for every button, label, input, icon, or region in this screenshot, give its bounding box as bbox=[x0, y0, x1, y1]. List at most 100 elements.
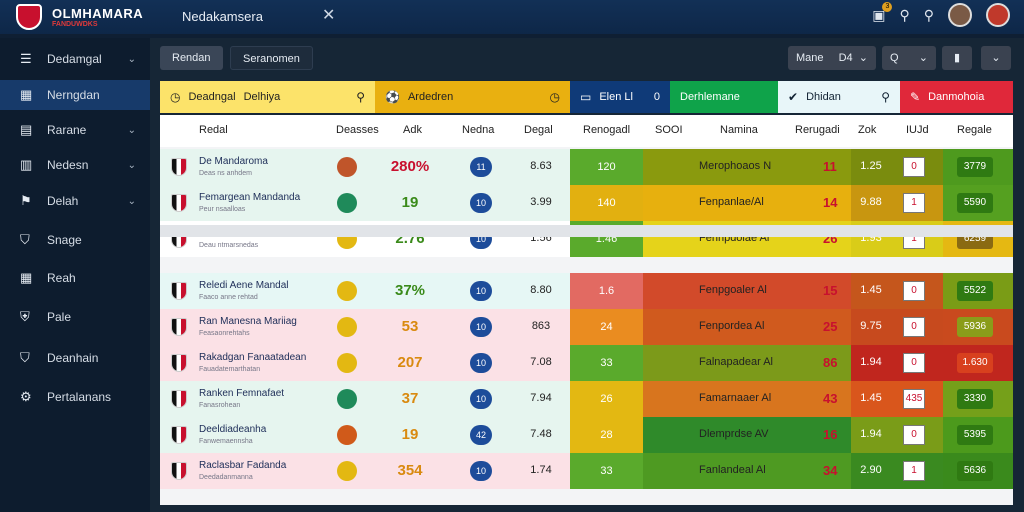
score-box[interactable]: 1 bbox=[903, 193, 925, 213]
total-pill[interactable]: 5590 bbox=[957, 193, 993, 213]
tab-seranomen[interactable]: Seranomen bbox=[230, 46, 313, 70]
rank-pill[interactable]: 10 bbox=[470, 193, 492, 213]
column-header-zok[interactable]: Zok bbox=[858, 124, 877, 136]
score-box[interactable]: 0 bbox=[903, 281, 925, 301]
total-pill[interactable]: 1.630 bbox=[957, 353, 993, 373]
search-icon[interactable]: ⚲ bbox=[899, 6, 910, 23]
team-cell: Rakadgan Fanaatadean Fauadatemarthatan 207… bbox=[160, 345, 570, 381]
table-row[interactable]: Femargean Mandanda Peur nsaalloas 19 10 3.99… bbox=[160, 185, 1013, 221]
sidebar-item-deanhain[interactable]: ⛉ Deanhain bbox=[0, 343, 150, 373]
filter-elen-ll[interactable]: ▭ Elen Ll 0 bbox=[570, 81, 670, 113]
player-number: 11 bbox=[823, 159, 837, 174]
app-logo[interactable]: OLMHAMARA FANDUWDKS bbox=[16, 4, 143, 30]
rank-pill[interactable]: 10 bbox=[470, 317, 492, 337]
filter-label: Deadngal bbox=[188, 91, 236, 103]
sidebar-item-rarane[interactable]: ▤ Rarane ⌄ bbox=[0, 115, 150, 145]
total-pill[interactable]: 3330 bbox=[957, 389, 993, 409]
table-row[interactable]: Ran Manesna Mariiag Feasaonrehtahs 53 10 863… bbox=[160, 309, 1013, 345]
team-name[interactable]: Deeldiadeanha bbox=[199, 424, 267, 435]
mane-select[interactable]: Mane D4 ⌄ bbox=[788, 46, 876, 70]
table-row[interactable]: Reledi Aene Mandal Faaco anne rehtad 37% 10… bbox=[160, 273, 1013, 309]
team-subtitle: Fanasrohean bbox=[199, 402, 241, 409]
rank-pill[interactable]: 42 bbox=[470, 425, 492, 445]
lock-icon[interactable]: ▮ bbox=[942, 46, 972, 70]
flag-icon bbox=[171, 426, 187, 444]
table-icon: ▦ bbox=[20, 270, 33, 285]
filter-danmohoia[interactable]: ✎ Danmohoia bbox=[900, 81, 1013, 113]
score-box[interactable]: 435 bbox=[903, 389, 925, 409]
team-name[interactable]: Raclasbar Fadanda bbox=[199, 460, 287, 471]
sidebar-item-pertalanans[interactable]: ⚙ Pertalanans bbox=[0, 382, 150, 412]
rank-pill[interactable]: 10 bbox=[470, 353, 492, 373]
score-box[interactable]: 0 bbox=[903, 317, 925, 337]
percentage-value: 19 bbox=[401, 194, 419, 211]
stat-value: 9.75 bbox=[860, 320, 882, 332]
rank-pill[interactable]: 10 bbox=[470, 281, 492, 301]
score-box[interactable]: 0 bbox=[903, 425, 925, 445]
total-pill[interactable]: 5522 bbox=[957, 281, 993, 301]
column-header-iujd[interactable]: IUJd bbox=[906, 124, 929, 136]
stat-cell: Famarnaaer Al 43 bbox=[643, 381, 851, 417]
team-name[interactable]: Femargean Mandanda bbox=[199, 192, 301, 203]
avatar[interactable] bbox=[986, 3, 1010, 27]
table-row[interactable]: Deeldiadeanha Fanwemaennsha 19 42 7.48 28 Dlem… bbox=[160, 417, 1013, 453]
score-box[interactable]: 0 bbox=[903, 157, 925, 177]
sidebar-item-snage[interactable]: ⛉ Snage bbox=[0, 225, 150, 255]
player-number: 34 bbox=[823, 463, 838, 478]
group-divider bbox=[160, 225, 1013, 237]
column-header-renogadl[interactable]: Renogadl bbox=[583, 124, 631, 136]
column-header-nedna[interactable]: Nedna bbox=[462, 124, 495, 136]
total-pill[interactable]: 5936 bbox=[957, 317, 993, 337]
column-header-regale[interactable]: Regale bbox=[957, 124, 992, 136]
column-header-deasses[interactable]: Deasses bbox=[336, 124, 379, 136]
filter-derhlemane[interactable]: Derhlemane bbox=[670, 81, 778, 113]
sidebar: ☰ Dedamgal ⌄ ▦ Nerngdan ▤ Rarane ⌄ ▥ Nedesn ⌄ ⚑ Dela… bbox=[0, 38, 150, 512]
score-box[interactable]: 0 bbox=[903, 353, 925, 373]
avatar[interactable] bbox=[948, 3, 972, 27]
chevron-down-icon[interactable]: ⌄ bbox=[981, 46, 1011, 70]
sidebar-item-label: Delah bbox=[47, 194, 79, 208]
sidebar-item-dedamgal[interactable]: ☰ Dedamgal ⌄ bbox=[0, 44, 150, 74]
total-pill[interactable]: 5395 bbox=[957, 425, 993, 445]
column-header-namina[interactable]: Namina bbox=[720, 124, 758, 136]
close-icon[interactable]: ✕ bbox=[322, 7, 336, 24]
notification-icon[interactable]: ▣ 3 bbox=[872, 1, 893, 24]
odds-value: 8.80 bbox=[530, 284, 552, 296]
team-subtitle: Deas ns anhdem bbox=[199, 170, 252, 177]
column-header-redal[interactable]: Redal bbox=[199, 124, 228, 136]
table-row[interactable]: Raclasbar Fadanda Deedadanmanna 354 10 1.74 3… bbox=[160, 453, 1013, 489]
sidebar-item-delah[interactable]: ⚑ Delah ⌄ bbox=[0, 186, 150, 216]
top-bar: OLMHAMARA FANDUWDKS Nedakamsera ✕ ▣ 3 ⚲ ⚲ bbox=[0, 0, 1024, 34]
column-header-rerugadi[interactable]: Rerugadi bbox=[795, 124, 840, 136]
total-pill[interactable]: 5636 bbox=[957, 461, 993, 481]
sidebar-item-reah[interactable]: ▦ Reah bbox=[0, 263, 150, 293]
table-row[interactable]: De Mandaroma Deas ns anhdem 280% 11 8.63 120 M… bbox=[160, 149, 1013, 185]
sidebar-item-nedesn[interactable]: ▥ Nedesn ⌄ bbox=[0, 150, 150, 180]
sidebar-item-pale[interactable]: ⛨ Pale bbox=[0, 302, 150, 332]
team-name[interactable]: Ranken Femnafaet bbox=[199, 388, 285, 399]
player-name: Fanlandeal Al bbox=[699, 464, 766, 476]
team-name[interactable]: De Mandaroma bbox=[199, 156, 268, 167]
filter-dhidan[interactable]: ✔ Dhidan ⚲ bbox=[778, 81, 900, 113]
player-number: 16 bbox=[823, 427, 838, 442]
sidebar-item-nerngdan[interactable]: ▦ Nerngdan bbox=[0, 80, 150, 110]
column-header-sooi[interactable]: SOOI bbox=[655, 124, 683, 136]
team-name[interactable]: Ran Manesna Mariiag bbox=[199, 316, 297, 327]
column-header-adk[interactable]: Adk bbox=[403, 124, 422, 136]
score-box[interactable]: 1 bbox=[903, 461, 925, 481]
rank-pill[interactable]: 10 bbox=[470, 461, 492, 481]
filter-deadngal[interactable]: ◷ Deadngal Delhiya ⚲ bbox=[160, 81, 375, 113]
total-pill[interactable]: 3779 bbox=[957, 157, 993, 177]
team-subtitle: Peur nsaalloas bbox=[199, 206, 246, 213]
filter-ardedren[interactable]: ⚽ Ardedren ◷ bbox=[375, 81, 570, 113]
table-row[interactable]: Ranken Femnafaet Fanasrohean 37 10 7.94 26 Fam… bbox=[160, 381, 1013, 417]
filter-select[interactable]: Q ⌄ bbox=[882, 46, 936, 70]
rank-pill[interactable]: 11 bbox=[470, 157, 492, 177]
team-name[interactable]: Rakadgan Fanaatadean bbox=[199, 352, 307, 363]
table-row[interactable]: Rakadgan Fanaatadean Fauadatemarthatan 207… bbox=[160, 345, 1013, 381]
column-header-degal[interactable]: Degal bbox=[524, 124, 553, 136]
search-icon[interactable]: ⚲ bbox=[923, 6, 934, 23]
team-name[interactable]: Reledi Aene Mandal bbox=[199, 280, 289, 291]
tab-rendan[interactable]: Rendan bbox=[160, 46, 223, 70]
rank-pill[interactable]: 10 bbox=[470, 389, 492, 409]
